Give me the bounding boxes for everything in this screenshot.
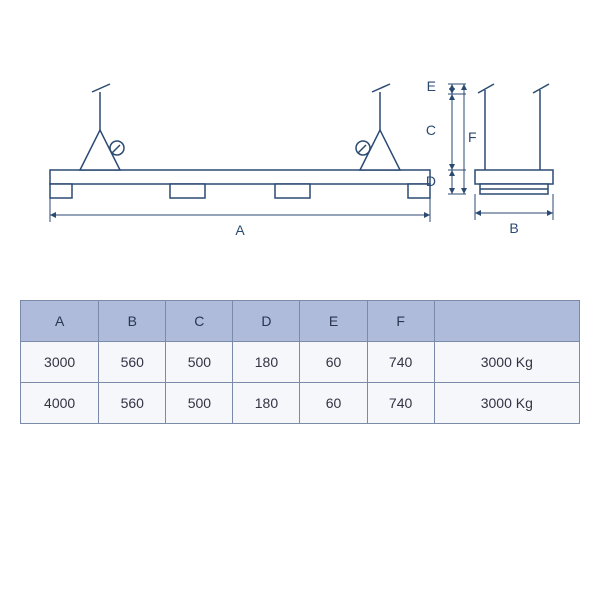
- table-header-row: ABCDEF: [21, 301, 580, 342]
- cell-D: 180: [233, 342, 300, 383]
- cell-capacity: 3000 Kg: [434, 342, 579, 383]
- cell-D: 180: [233, 383, 300, 424]
- cell-A: 3000: [21, 342, 99, 383]
- table-row: 3000560500180607403000 Kg: [21, 342, 580, 383]
- cell-F: 740: [367, 383, 434, 424]
- dim-label-e: E: [427, 78, 436, 94]
- cell-capacity: 3000 Kg: [434, 383, 579, 424]
- cell-E: 60: [300, 383, 367, 424]
- col-header-A: A: [21, 301, 99, 342]
- dimensions-table: ABCDEF 3000560500180607403000 Kg40005605…: [20, 300, 580, 424]
- dim-label-a: A: [235, 222, 245, 238]
- dim-label-b: B: [509, 220, 518, 236]
- col-header-F: F: [367, 301, 434, 342]
- table-row: 4000560500180607403000 Kg: [21, 383, 580, 424]
- cell-B: 560: [99, 342, 166, 383]
- col-header-B: B: [99, 301, 166, 342]
- cell-A: 4000: [21, 383, 99, 424]
- col-header-D: D: [233, 301, 300, 342]
- dim-label-c: C: [426, 122, 436, 138]
- cell-C: 500: [166, 342, 233, 383]
- side-view: B: [475, 84, 553, 236]
- vertical-dims: E C D F: [426, 78, 477, 194]
- col-header-E: E: [300, 301, 367, 342]
- technical-drawing: A B E C D F: [20, 60, 580, 260]
- cell-C: 500: [166, 383, 233, 424]
- dim-label-d: D: [426, 173, 436, 189]
- dim-label-f: F: [468, 129, 477, 145]
- col-header-capacity: [434, 301, 579, 342]
- cell-B: 560: [99, 383, 166, 424]
- col-header-C: C: [166, 301, 233, 342]
- cell-F: 740: [367, 342, 434, 383]
- front-view: A: [50, 84, 430, 238]
- cell-E: 60: [300, 342, 367, 383]
